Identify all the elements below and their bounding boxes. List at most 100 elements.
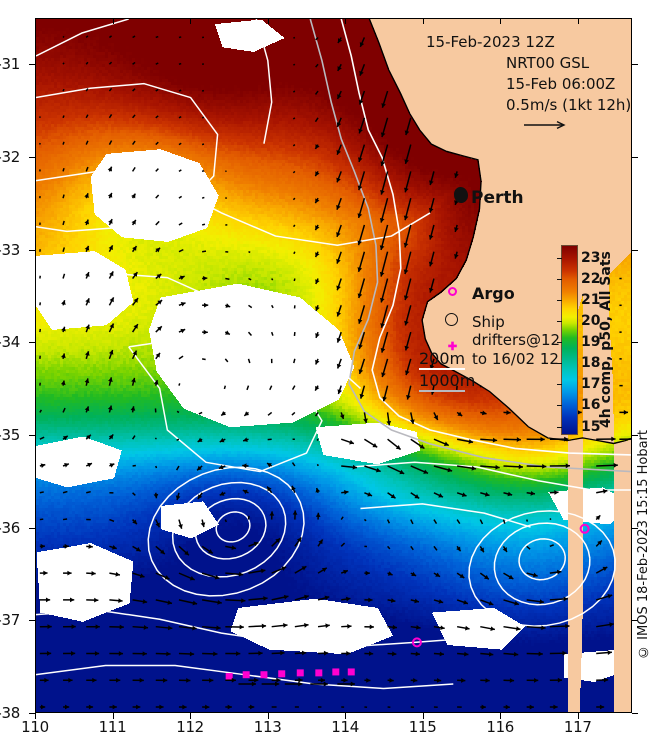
vector-scale-arrow-icon — [524, 120, 566, 130]
drifter-position-marker[interactable] — [278, 670, 286, 678]
eddy-contour — [194, 497, 267, 560]
colorbar-tick-label: 18 — [581, 355, 601, 372]
colorbar-tick-label: 21 — [581, 291, 601, 308]
current-vector — [225, 624, 244, 630]
current-vector — [178, 599, 198, 606]
current-vector — [293, 251, 296, 255]
current-vector — [341, 651, 351, 656]
current-vector — [291, 485, 296, 494]
current-vector — [596, 436, 616, 442]
current-vector — [357, 278, 366, 299]
drifter-position-marker[interactable] — [347, 668, 355, 676]
current-vector — [363, 412, 368, 424]
current-vector — [155, 572, 170, 580]
current-vector — [155, 651, 171, 657]
current-vector — [62, 435, 69, 441]
colorbar-tick-mark — [557, 299, 562, 301]
y-tick-label: -37 — [0, 611, 20, 630]
ssh-contour — [36, 82, 219, 233]
current-vector — [364, 492, 373, 497]
current-vector — [454, 171, 459, 179]
drifters-legend-label-line2: to 16/02 12 — [472, 350, 559, 368]
current-vector — [364, 597, 373, 603]
current-vector — [131, 350, 138, 360]
isobath-200m — [340, 19, 631, 456]
current-vector — [381, 358, 389, 378]
current-vector — [85, 61, 89, 65]
y-tick-right — [632, 527, 638, 529]
current-vector — [317, 567, 328, 574]
sst-raster-layer — [36, 19, 631, 712]
x-tick-top — [112, 18, 114, 24]
current-vector — [480, 704, 486, 710]
current-vector — [109, 651, 124, 656]
current-vector — [61, 300, 66, 306]
current-vector — [339, 412, 345, 420]
drifter-position-marker[interactable] — [315, 669, 323, 677]
y-tick-right — [632, 620, 638, 622]
drifter-position-marker[interactable] — [242, 671, 250, 679]
current-vector — [248, 568, 266, 574]
current-vector — [456, 411, 463, 417]
current-vector — [358, 331, 366, 350]
current-vector — [433, 438, 450, 447]
current-vector — [85, 298, 90, 306]
argo-float-marker[interactable] — [411, 637, 422, 648]
current-vector — [62, 273, 66, 279]
map-plot-area[interactable]: 15-Feb-2023 12Z NRT00 GSL 15-Feb 06:00Z … — [35, 18, 632, 713]
annotation-source: NRT00 GSL — [506, 54, 590, 72]
drifter-position-marker[interactable] — [296, 669, 304, 677]
annotation-vector-scale: 0.5m/s (1kt 12h) — [506, 96, 632, 114]
drifter-position-marker[interactable] — [332, 668, 340, 676]
x-tick-top — [500, 18, 502, 24]
current-vector — [596, 704, 605, 710]
current-vector — [526, 436, 545, 442]
current-vector — [479, 572, 490, 580]
current-vector — [198, 411, 203, 415]
current-vector — [243, 411, 250, 417]
current-vector — [132, 519, 138, 525]
current-vector — [248, 623, 267, 629]
current-vector — [155, 247, 161, 253]
current-vector — [271, 537, 281, 547]
current-vector — [86, 624, 100, 630]
current-vector — [379, 251, 389, 277]
current-vector — [107, 166, 113, 172]
current-vector — [271, 623, 288, 628]
y-tick-label: -31 — [0, 55, 20, 74]
annotation-valid-time: 15-Feb 06:00Z — [506, 75, 616, 93]
current-vector — [549, 650, 567, 656]
drifter-position-marker[interactable] — [225, 673, 233, 681]
current-vector — [202, 625, 221, 631]
current-vector — [242, 463, 249, 469]
y-tick — [29, 249, 35, 251]
current-vector — [62, 220, 65, 226]
current-vector — [84, 245, 90, 252]
colorbar-tick-mark — [557, 384, 562, 386]
drifter-legend-icon — [448, 341, 457, 351]
current-vector — [155, 115, 159, 119]
ssh-contour — [255, 19, 273, 144]
current-vector — [457, 465, 477, 471]
current-vector — [132, 88, 136, 92]
y-tick-right — [632, 342, 638, 344]
current-vector — [410, 519, 414, 525]
eddy-contour — [171, 481, 287, 578]
current-vector-layer — [39, 35, 631, 710]
current-vector — [132, 114, 136, 119]
current-vector — [62, 194, 65, 199]
current-vector — [132, 599, 148, 604]
current-vector — [502, 545, 508, 553]
current-vector — [131, 323, 139, 333]
current-vector — [85, 271, 90, 279]
drifter-position-marker[interactable] — [260, 671, 268, 679]
current-vector — [62, 62, 65, 65]
current-vector — [387, 651, 397, 657]
current-vector — [269, 385, 273, 391]
argo-float-marker[interactable] — [579, 523, 590, 534]
current-vector — [108, 61, 113, 65]
colorbar-tick-mark — [557, 321, 562, 322]
current-vector — [108, 244, 114, 253]
current-vector — [454, 224, 459, 233]
current-vector — [84, 219, 89, 226]
